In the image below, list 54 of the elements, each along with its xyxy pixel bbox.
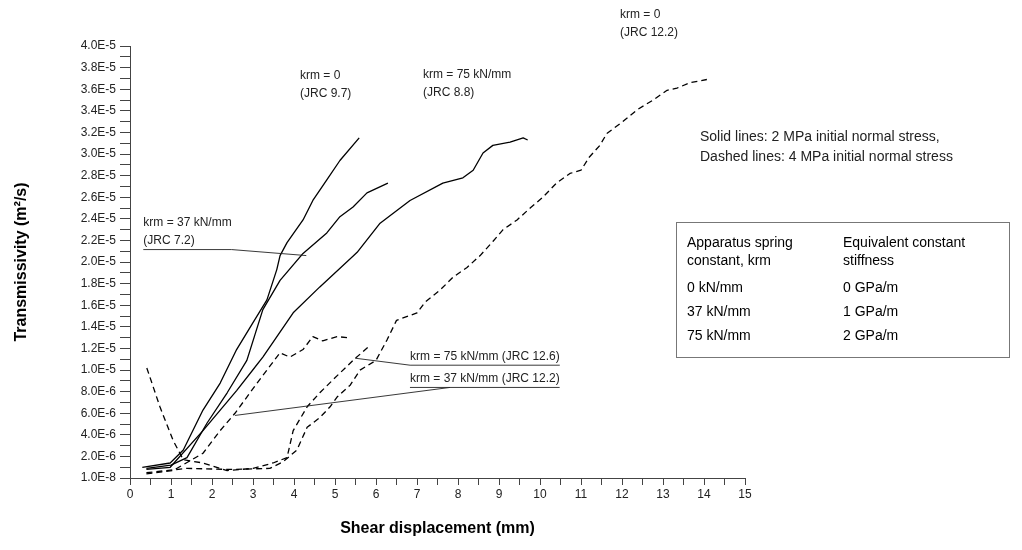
y-tick-label: 2.8E-5 [80, 167, 117, 182]
annotation: 75 kN/mm [687, 326, 752, 345]
y-tick-label: 1.2E-5 [80, 340, 117, 355]
x-tick-label: 13 [656, 486, 670, 501]
x-tick-label: 4 [290, 486, 298, 501]
x-tick-label: 8 [454, 486, 462, 501]
y-axis-title: Transmissivity (m²/s) [12, 182, 30, 342]
y-tick-label: 1.0E-5 [80, 362, 117, 377]
y-tick-label: 3.6E-5 [80, 81, 117, 96]
y-tick-label: 2.0E-5 [80, 254, 117, 269]
annotation: 37 kN/mm [687, 302, 752, 321]
annotation: Solid lines: 2 MPa initial normal stress, Dashed lines: 4 MPa initial normal stress [700, 127, 953, 166]
text: Equivalent constant stiffness [843, 233, 966, 269]
y-tick-label: 2.6E-5 [80, 189, 117, 204]
x-tick-label: 14 [697, 486, 711, 501]
annotation: Apparatus spring constant, krm [687, 233, 794, 269]
x-tick-label: 12 [615, 486, 629, 501]
x-tick-label: 9 [495, 486, 503, 501]
y-tick-label: 3.4E-5 [80, 103, 117, 118]
y-tick-label: 3.0E-5 [80, 146, 117, 161]
text: 0 GPa/m [843, 278, 899, 297]
y-tick-label: 1.0E-8 [80, 470, 117, 485]
x-tick-label: 6 [372, 486, 380, 501]
text: 1 GPa/m [843, 302, 899, 321]
y-tick-label: 2.0E-6 [80, 448, 117, 463]
y-tick-label: 1.4E-5 [80, 319, 117, 334]
annotation: krm = 75 kN/mm (JRC 12.6) [410, 348, 560, 363]
y-tick-label: 4.0E-5 [80, 38, 117, 53]
y-tick-label: 1.6E-5 [80, 297, 117, 312]
x-tick-label: 11 [574, 486, 588, 501]
x-tick-label: 2 [208, 486, 216, 501]
x-tick-label: 0 [126, 486, 134, 501]
y-tick-label: 2.4E-5 [80, 211, 117, 226]
text: 2 GPa/m [843, 326, 899, 345]
y-tick-label: 6.0E-6 [80, 405, 117, 420]
y-tick-label: 1.8E-5 [80, 275, 117, 290]
text: krm = 0 (JRC 12.2) [620, 7, 679, 40]
annotation: krm = 37 kN/mm (JRC 7.2) [143, 214, 232, 247]
x-tick-label: 1 [167, 486, 175, 501]
annotation: krm = 0 (JRC 9.7) [300, 68, 352, 101]
annotation: krm = 75 kN/mm (JRC 8.8) [423, 67, 512, 100]
y-tick-label: 8.0E-6 [80, 384, 117, 398]
x-tick-label: 7 [413, 486, 421, 501]
x-tick-label: 15 [738, 486, 752, 501]
annotation: 0 kN/mm [687, 278, 744, 297]
y-tick-label: 4.0E-6 [80, 427, 117, 442]
annotation: krm = 37 kN/mm (JRC 12.2) [409, 370, 560, 385]
y-tick-label: 3.2E-5 [80, 124, 117, 139]
x-axis-title: Shear displacement (mm) [340, 518, 535, 536]
x-tick-label: 3 [249, 486, 257, 501]
y-tick-label: 2.2E-5 [80, 232, 117, 247]
y-tick-label: 3.8E-5 [80, 59, 117, 74]
x-tick-label: 10 [533, 486, 547, 501]
x-tick-label: 5 [331, 486, 339, 501]
